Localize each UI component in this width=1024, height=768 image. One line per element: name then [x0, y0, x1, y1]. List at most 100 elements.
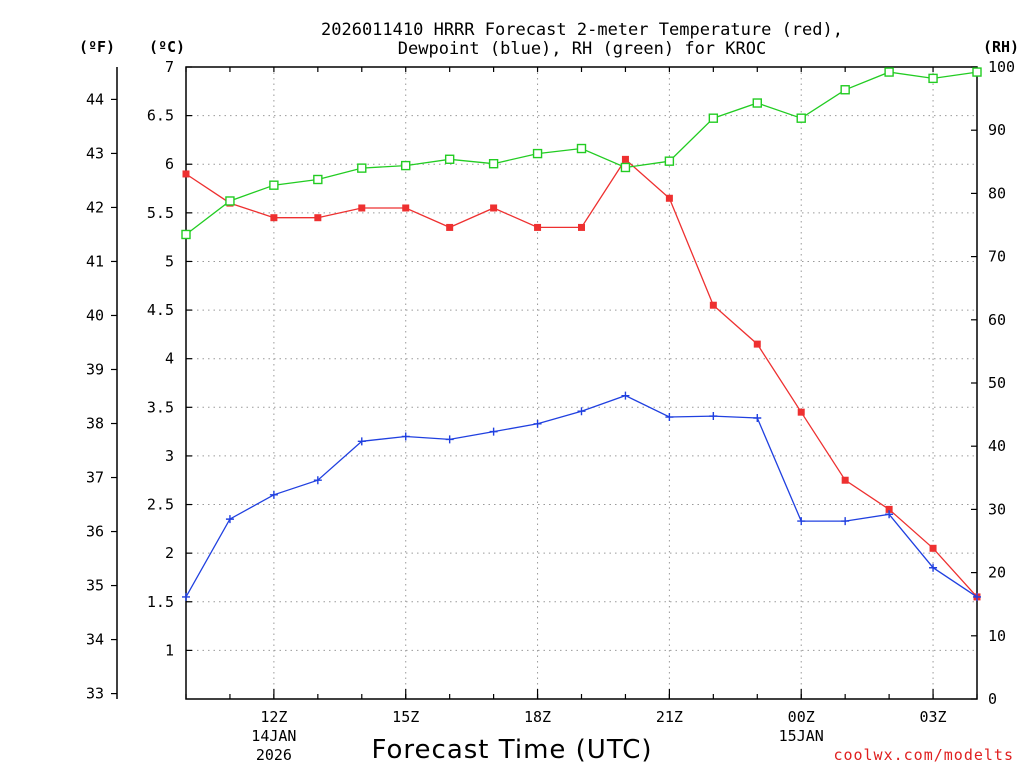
rh-tick-label: 20 [988, 564, 1006, 582]
temperature-point [841, 476, 849, 484]
rh-line [185, 71, 978, 236]
rh-point [840, 85, 850, 95]
rh-tick-label: 30 [988, 500, 1006, 518]
dewpoint-point [841, 517, 850, 526]
x-tick-label: 00Z [788, 708, 815, 726]
fahrenheit-unit-label: (ºF) [79, 38, 115, 56]
rh-tick-label: 10 [988, 627, 1006, 645]
rh-point [444, 154, 455, 164]
dewpoint-point [621, 391, 630, 400]
temperature-point [314, 214, 322, 222]
dewpoint-point [929, 563, 938, 572]
temperature-point [753, 340, 761, 348]
chart-title-line-2: Dewpoint (blue), RH (green) for KROC [398, 39, 766, 59]
rh-point [972, 67, 982, 77]
x-tick-label: 03Z [920, 708, 947, 726]
celsius-tick-label: 4 [165, 350, 174, 368]
fahrenheit-tick-label: 34 [86, 631, 104, 649]
dewpoint-point [269, 490, 278, 499]
x-tick-year-label: 2026 [256, 746, 292, 764]
data-series [181, 67, 982, 601]
celsius-tick-label: 1.5 [147, 593, 174, 611]
rh-unit-label: (RH) [983, 38, 1019, 56]
rh-point [357, 163, 367, 173]
celsius-tick-label: 5 [165, 252, 174, 270]
fahrenheit-tick-label: 36 [86, 523, 104, 541]
fahrenheit-tick-label: 38 [86, 415, 104, 433]
x-tick-date-label: 14JAN [251, 727, 296, 745]
dewpoint-point [182, 592, 190, 601]
dewpoint-point [973, 592, 981, 601]
rh-tick-label: 70 [988, 248, 1006, 266]
temperature-point [402, 204, 410, 212]
dewpoint-line [185, 394, 978, 598]
rh-point [576, 143, 587, 154]
rh-point [664, 156, 675, 166]
x-tick-label: 12Z [260, 708, 287, 726]
temperature-point [490, 204, 498, 212]
dewpoint-point [313, 476, 322, 485]
fahrenheit-tick-label: 42 [86, 198, 104, 216]
x-tick-date-label: 15JAN [779, 727, 824, 745]
rh-tick-label: 100 [988, 58, 1015, 76]
rh-point [313, 174, 323, 185]
temperature-point [182, 170, 190, 178]
rh-tick-label: 90 [988, 121, 1006, 139]
celsius-tick-label: 4.5 [147, 301, 174, 319]
x-tick-label: 18Z [524, 708, 551, 726]
rh-point [401, 160, 411, 171]
celsius-axis: 1 1.5 2 2.5 3 3.5 4 4.5 5 5.5 6 6.5 7 [147, 58, 192, 659]
dewpoint-point [885, 510, 894, 519]
rh-point [884, 67, 894, 77]
dewpoint-point [445, 435, 454, 444]
celsius-tick-label: 2.5 [147, 496, 174, 514]
dewpoint-point [665, 413, 674, 422]
fahrenheit-tick-label: 35 [86, 577, 104, 595]
rh-tick-label: 50 [988, 374, 1006, 392]
dewpoint-series [182, 391, 981, 601]
rh-point [796, 113, 806, 123]
temperature-point [665, 194, 673, 202]
rh-point [488, 158, 499, 169]
rh-point [225, 196, 235, 206]
dewpoint-point [489, 427, 498, 436]
celsius-tick-label: 6.5 [147, 107, 174, 125]
temperature-point [446, 223, 454, 231]
rh-point [752, 98, 762, 108]
fahrenheit-tick-label: 33 [86, 685, 104, 703]
celsius-unit-label: (ºC) [149, 38, 185, 56]
rh-tick-label: 0 [988, 690, 997, 708]
temperature-point [929, 544, 937, 552]
rh-point [928, 73, 938, 84]
chart-title-line-1: 2026011410 HRRR Forecast 2-meter Tempera… [321, 20, 843, 40]
fahrenheit-tick-label: 40 [86, 306, 104, 324]
rh-tick-label: 80 [988, 184, 1006, 202]
rh-point [181, 229, 191, 240]
rh-point [620, 162, 631, 173]
fahrenheit-tick-label: 41 [86, 252, 104, 270]
temperature-point [797, 408, 805, 416]
temperature-point [709, 301, 717, 309]
dewpoint-point [533, 419, 542, 428]
dewpoint-point [357, 437, 366, 446]
temperature-point [534, 223, 542, 231]
rh-series [181, 67, 982, 240]
rh-axis: 0 10 20 30 40 50 60 70 80 90 100 [971, 58, 1015, 708]
fahrenheit-tick-label: 39 [86, 360, 104, 378]
rh-point [269, 180, 279, 190]
fahrenheit-tick-label: 43 [86, 144, 104, 162]
temperature-point [621, 155, 629, 163]
dewpoint-point [577, 407, 586, 416]
temperature-point [358, 204, 366, 212]
celsius-tick-label: 3 [165, 447, 174, 465]
dewpoint-point [753, 414, 762, 423]
credit-text: coolwx.com/modelts [833, 746, 1014, 764]
rh-tick-label: 40 [988, 437, 1006, 455]
temperature-point [578, 223, 585, 231]
fahrenheit-tick-label: 44 [86, 90, 104, 108]
temperature-point [885, 505, 893, 513]
rh-tick-label: 60 [988, 311, 1006, 329]
fahrenheit-tick-label: 37 [86, 469, 104, 487]
